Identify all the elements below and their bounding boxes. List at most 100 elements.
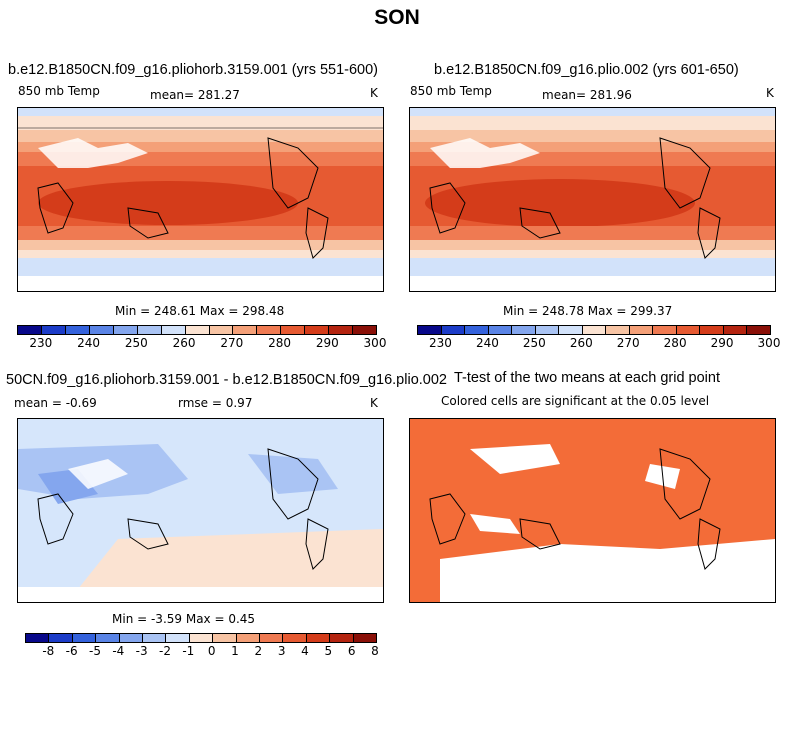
- colorbar-tick-label: 2: [254, 644, 263, 658]
- colorbar-tick-label: 240: [475, 336, 499, 350]
- colorbar-swatch: [257, 326, 282, 334]
- colorbar-swatch: [189, 634, 214, 642]
- colorbar-swatch: [185, 326, 210, 334]
- colorbar-tick-label: 260: [172, 336, 196, 350]
- colorbar-abs-right-ticks: 230 240 250 260 270 280 290 300: [417, 336, 780, 352]
- panel2-title: b.e12.B1850CN.f09_g16.plio.002 (yrs 601-…: [434, 62, 739, 78]
- panel3-rmse: rmse = 0.97: [178, 396, 253, 410]
- colorbar-swatch: [418, 326, 442, 334]
- colorbar-tick-label: 1: [231, 644, 239, 658]
- colorbar-tick-label: -4: [112, 644, 125, 658]
- colorbar-swatch: [441, 326, 466, 334]
- colorbar-tick-label: 280: [268, 336, 291, 350]
- colorbar-swatch: [213, 634, 237, 642]
- colorbar-tick-label: -8: [42, 644, 55, 658]
- colorbar-abs-right: [417, 325, 771, 335]
- colorbar-tick-label: -2: [159, 644, 171, 658]
- colorbar-diff-ticks: -8 -6 -5 -4 -3 -2 -1 0 1 2 3 4 5 6 8: [25, 644, 378, 660]
- colorbar-tick-label: -1: [182, 644, 195, 658]
- panel3-mean: mean = -0.69: [14, 396, 97, 410]
- colorbar-swatch: [512, 326, 536, 334]
- colorbar-tick-label: -5: [89, 644, 101, 658]
- colorbar-swatch: [26, 634, 50, 642]
- colorbar-swatch: [209, 326, 234, 334]
- colorbar-tick-label: 300: [757, 336, 781, 350]
- colorbar-swatch: [723, 326, 748, 334]
- colorbar-swatch: [700, 326, 724, 334]
- colorbar-tick-label: 0: [207, 644, 216, 658]
- colorbar-swatch: [535, 326, 560, 334]
- panel2-units: K: [766, 86, 774, 100]
- colorbar-tick-label: 250: [124, 336, 148, 350]
- colorbar-tick-label: 230: [29, 336, 53, 350]
- colorbar-abs-left: [17, 325, 377, 335]
- panel3-minmax: Min = -3.59 Max = 0.45: [112, 612, 256, 626]
- colorbar-swatch: [49, 634, 73, 642]
- panel1-units: K: [370, 86, 378, 100]
- panel1-map: [17, 107, 384, 292]
- colorbar-tick-label: 270: [220, 336, 244, 350]
- panel4-map: [409, 418, 776, 603]
- colorbar-swatch: [113, 326, 138, 334]
- colorbar-swatch: [137, 326, 162, 334]
- colorbar-tick-label: 300: [363, 336, 387, 350]
- colorbar-swatch: [353, 634, 377, 642]
- colorbar-swatch: [582, 326, 607, 334]
- colorbar-swatch: [606, 326, 630, 334]
- colorbar-swatch: [559, 326, 583, 334]
- colorbar-swatch: [143, 634, 167, 642]
- colorbar-tick-label: -3: [135, 644, 148, 658]
- colorbar-swatch: [653, 326, 677, 334]
- colorbar-diff: [25, 633, 377, 643]
- colorbar-tick-label: 290: [710, 336, 734, 350]
- colorbar-tick-label: 290: [315, 336, 339, 350]
- colorbar-swatch: [65, 326, 90, 334]
- figure-title: SON: [374, 6, 420, 29]
- colorbar-swatch: [119, 634, 144, 642]
- colorbar-swatch: [281, 326, 306, 334]
- panel4-title: T-test of the two means at each grid poi…: [454, 370, 720, 386]
- panel2-variable: 850 mb Temp: [410, 84, 492, 98]
- colorbar-swatch: [161, 326, 186, 334]
- colorbar-swatch: [676, 326, 701, 334]
- colorbar-tick-label: 4: [301, 644, 309, 658]
- colorbar-swatch: [305, 326, 330, 334]
- panel2-minmax: Min = 248.78 Max = 299.37: [503, 304, 673, 318]
- colorbar-tick-label: -6: [65, 644, 78, 658]
- colorbar-swatch: [465, 326, 489, 334]
- panel1-mean: mean= 281.27: [150, 88, 240, 102]
- colorbar-swatch: [330, 634, 354, 642]
- colorbar-swatch: [236, 634, 261, 642]
- panel4-subtitle: Colored cells are significant at the 0.0…: [441, 394, 710, 408]
- colorbar-tick-label: 260: [569, 336, 593, 350]
- panel1-variable: 850 mb Temp: [18, 84, 100, 98]
- colorbar-swatch: [18, 326, 42, 334]
- panel2-mean: mean= 281.96: [542, 88, 632, 102]
- colorbar-tick-label: 280: [663, 336, 687, 350]
- colorbar-swatch: [96, 634, 120, 642]
- colorbar-swatch: [488, 326, 513, 334]
- colorbar-swatch: [283, 634, 307, 642]
- panel3-units: K: [370, 396, 378, 410]
- colorbar-swatch: [41, 326, 66, 334]
- colorbar-tick-label: 3: [277, 644, 286, 658]
- colorbar-swatch: [329, 326, 354, 334]
- colorbar-tick-label: 250: [522, 336, 546, 350]
- colorbar-tick-label: 6: [347, 644, 356, 658]
- colorbar-swatch: [233, 326, 258, 334]
- colorbar-swatch: [747, 326, 770, 334]
- colorbar-swatch: [353, 326, 377, 334]
- colorbar-swatch: [629, 326, 654, 334]
- colorbar-abs-left-ticks: 230 240 250 260 270 280 290 300: [17, 336, 386, 352]
- panel3-title: 50CN.f09_g16.pliohorb.3159.001 - b.e12.B…: [6, 372, 447, 388]
- colorbar-tick-label: 240: [77, 336, 101, 350]
- colorbar-swatch: [260, 634, 284, 642]
- panel2-map: [409, 107, 776, 292]
- colorbar-swatch: [306, 634, 331, 642]
- colorbar-swatch: [89, 326, 114, 334]
- panel3-map: [17, 418, 384, 603]
- colorbar-tick-label: 270: [616, 336, 640, 350]
- colorbar-swatch: [72, 634, 97, 642]
- colorbar-tick-label: 230: [429, 336, 452, 350]
- colorbar-tick-label: 5: [324, 644, 333, 658]
